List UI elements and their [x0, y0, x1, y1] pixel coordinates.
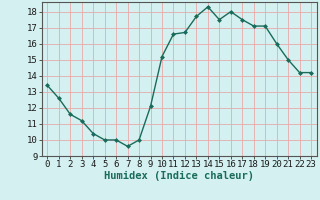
X-axis label: Humidex (Indice chaleur): Humidex (Indice chaleur) [104, 171, 254, 181]
